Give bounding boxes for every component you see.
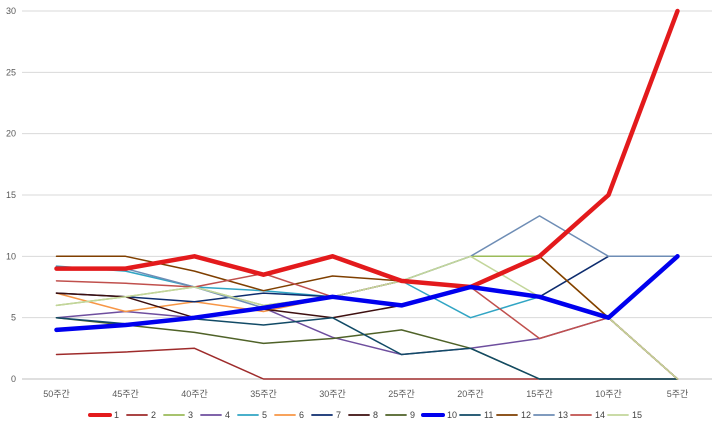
- legend-label-14: 14: [595, 410, 605, 420]
- legend-label-1: 1: [114, 410, 119, 420]
- legend-label-10: 10: [447, 410, 457, 420]
- x-axis-ticks: 50주간 45주간 40주간 35주간 30주간 25주간 20주간 15주간 10주간 5주간: [43, 389, 688, 399]
- legend-label-11: 11: [484, 410, 493, 420]
- x-tick-label: 40주간: [181, 389, 208, 399]
- legend-label-7: 7: [336, 410, 341, 420]
- series-line-10: [54, 254, 680, 333]
- x-tick-label: 50주간: [43, 389, 70, 399]
- y-tick-label: 0: [11, 374, 16, 384]
- x-tick-label: 10주간: [595, 389, 622, 399]
- y-tick-label: 30: [6, 6, 16, 16]
- y-tick-label: 5: [11, 313, 16, 323]
- legend-label-6: 6: [299, 410, 304, 420]
- x-tick-label: 25주간: [388, 389, 415, 399]
- legend: 1 2 3 4 5 6 7 8 9 10 11 12 13 14 15: [88, 410, 642, 420]
- legend-label-15: 15: [632, 410, 642, 420]
- x-tick-label: 35주간: [250, 389, 277, 399]
- y-axis-ticks: 0 5 10 15 20 25 30: [6, 6, 16, 384]
- legend-label-3: 3: [188, 410, 193, 420]
- x-tick-label: 5주간: [667, 389, 689, 399]
- x-tick-label: 20주간: [457, 389, 484, 399]
- legend-label-4: 4: [225, 410, 230, 420]
- legend-label-2: 2: [151, 410, 156, 420]
- series-line-9: [55, 316, 679, 380]
- legend-label-13: 13: [558, 410, 568, 420]
- legend-label-12: 12: [521, 410, 531, 420]
- series-line-2: [55, 347, 679, 380]
- series-lines: [54, 8, 680, 380]
- x-tick-label: 45주간: [112, 389, 139, 399]
- y-tick-label: 20: [6, 129, 16, 139]
- series-line-1: [54, 8, 680, 290]
- legend-label-8: 8: [373, 410, 378, 420]
- y-tick-label: 10: [6, 251, 16, 261]
- x-tick-label: 15주간: [526, 389, 553, 399]
- gridlines: [22, 10, 712, 380]
- x-tick-label: 30주간: [319, 389, 346, 399]
- legend-label-5: 5: [262, 410, 267, 420]
- legend-label-9: 9: [410, 410, 415, 420]
- y-tick-label: 15: [6, 190, 16, 200]
- y-tick-label: 25: [6, 67, 16, 77]
